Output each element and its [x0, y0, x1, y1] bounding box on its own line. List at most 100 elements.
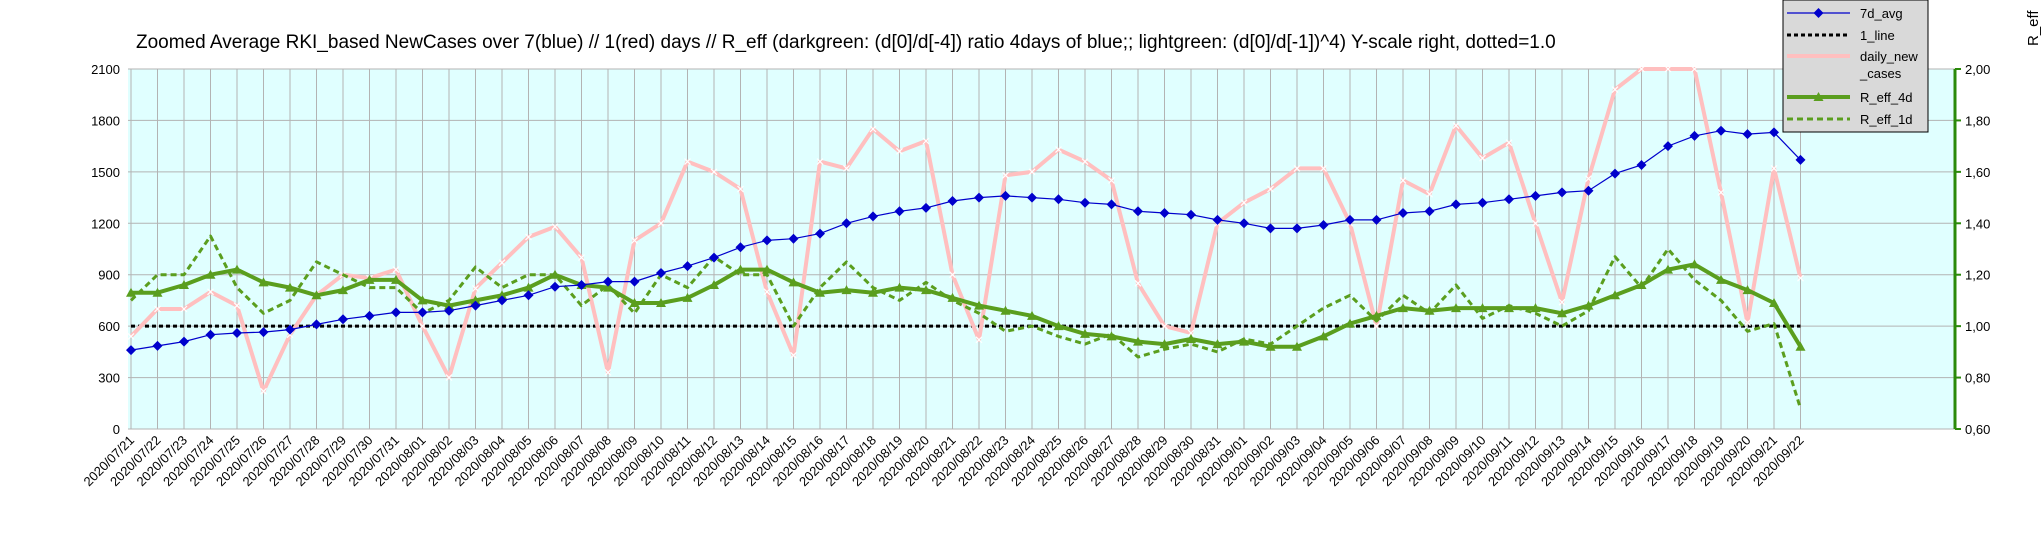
data-point-7d-avg	[1080, 197, 1090, 208]
data-point-daily-new-cases	[525, 233, 532, 241]
data-point-r-eff-4d	[947, 292, 958, 302]
data-point-r-eff-4d	[311, 290, 322, 300]
data-point-daily-new-cases	[1293, 165, 1301, 172]
data-point-7d-avg	[629, 276, 640, 287]
data-point-r-eff-4d	[152, 287, 163, 297]
data-point-r-eff-4d	[1292, 341, 1302, 351]
data-point-7d-avg	[1663, 141, 1673, 152]
data-point-r-eff-4d	[1106, 331, 1117, 341]
data-point-daily-new-cases	[1770, 165, 1778, 172]
data-point-7d-avg	[470, 300, 481, 311]
data-point-7d-avg	[1292, 223, 1302, 234]
y-right-tick-label: 1,40	[1965, 216, 1990, 231]
y-left-tick-label: 2100	[91, 62, 120, 77]
data-point-7d-avg	[338, 314, 348, 325]
data-point-r-eff-4d	[894, 282, 905, 292]
data-point-r-eff-4d	[1053, 321, 1064, 331]
data-point-r-eff-4d	[550, 269, 560, 279]
y-left-tick-label: 900	[98, 268, 120, 283]
data-point-r-eff-4d	[921, 285, 931, 295]
data-point-daily-new-cases	[445, 374, 453, 381]
data-point-daily-new-cases	[154, 305, 161, 313]
data-point-daily-new-cases	[869, 125, 877, 133]
data-point-7d-avg	[391, 307, 401, 318]
data-point-7d-avg	[550, 281, 560, 292]
y-right-tick-label: 2,00	[1965, 62, 1990, 77]
data-point-daily-new-cases	[233, 302, 241, 309]
series-line-r-eff-1d	[129, 234, 1802, 409]
data-point-r-eff-4d	[232, 264, 242, 274]
data-point-7d-avg	[841, 218, 852, 229]
data-point-7d-avg	[1133, 206, 1143, 217]
data-point-r-eff-4d	[1027, 310, 1037, 320]
data-point-7d-avg	[1186, 209, 1196, 220]
data-point-r-eff-4d	[391, 274, 401, 284]
legend-marker-diamond	[1813, 8, 1824, 18]
data-point-r-eff-4d	[709, 280, 719, 289]
data-point-7d-avg	[1795, 154, 1806, 165]
data-point-7d-avg	[1583, 185, 1594, 196]
legend-label: R_eff_4d	[1860, 90, 1913, 105]
legend-label: daily_new	[1860, 49, 1918, 64]
data-point-7d-avg	[258, 327, 269, 338]
data-point-daily-new-cases	[1638, 65, 1645, 73]
data-point-daily-new-cases	[816, 158, 824, 165]
data-point-7d-avg	[1477, 197, 1488, 208]
data-point-7d-avg	[152, 340, 163, 351]
legend-label: 1_line	[1860, 28, 1895, 43]
data-point-7d-avg	[603, 276, 613, 287]
data-point-7d-avg	[1636, 160, 1647, 170]
y-right-tick-label: 0,80	[1965, 371, 1990, 386]
plot-background	[128, 69, 1955, 429]
y-left-tick-label: 1800	[91, 113, 120, 128]
data-point-daily-new-cases	[1373, 322, 1380, 330]
data-point-daily-new-cases	[498, 259, 506, 267]
data-point-r-eff-4d	[735, 264, 746, 274]
data-point-7d-avg	[1159, 208, 1170, 218]
data-point-daily-new-cases	[1797, 274, 1804, 282]
data-point-daily-new-cases	[1081, 158, 1089, 165]
y-right-tick-label: 1,20	[1965, 268, 1990, 283]
y-right-tick-label: 0,60	[1965, 422, 1990, 437]
data-point-r-eff-4d	[126, 287, 136, 297]
y-right-tick-label: 1,00	[1965, 319, 1990, 334]
data-point-daily-new-cases	[1161, 322, 1168, 330]
data-point-daily-new-cases	[1399, 177, 1407, 184]
data-point-r-eff-4d	[1610, 290, 1620, 300]
data-point-daily-new-cases	[737, 185, 744, 193]
legend-box	[1782, 0, 1929, 133]
data-point-daily-new-cases	[1028, 168, 1036, 176]
data-point-7d-avg	[1530, 190, 1541, 201]
data-point-daily-new-cases	[392, 266, 400, 273]
y-left-tick-label: 300	[98, 371, 120, 386]
data-point-7d-avg	[1239, 218, 1249, 229]
data-point-7d-avg	[762, 235, 772, 246]
data-point-r-eff-4d	[788, 277, 799, 287]
data-point-r-eff-4d	[974, 300, 984, 310]
data-point-r-eff-4d	[1133, 336, 1143, 346]
data-point-7d-avg	[1716, 125, 1726, 136]
data-point-r-eff-4d	[1504, 303, 1514, 313]
data-point-daily-new-cases	[949, 271, 956, 279]
series-layer	[126, 65, 1806, 409]
data-point-r-eff-4d	[1318, 331, 1329, 341]
data-point-r-eff-4d	[656, 298, 666, 307]
data-point-daily-new-cases	[1267, 185, 1274, 193]
data-point-daily-new-cases	[710, 168, 718, 176]
data-point-r-eff-4d	[841, 285, 852, 295]
data-point-daily-new-cases	[1691, 65, 1698, 73]
data-point-r-eff-4d	[629, 298, 640, 307]
data-point-daily-new-cases	[1187, 329, 1195, 337]
data-point-daily-new-cases	[843, 165, 850, 172]
data-point-daily-new-cases	[684, 158, 691, 165]
data-point-r-eff-4d	[1583, 300, 1594, 310]
data-point-daily-new-cases	[1585, 175, 1592, 183]
data-point-7d-avg	[656, 268, 666, 278]
legend-marker-triangle	[1813, 92, 1824, 101]
data-point-7d-avg	[1000, 190, 1011, 201]
data-point-daily-new-cases	[604, 369, 612, 376]
data-point-daily-new-cases	[286, 331, 294, 339]
data-point-r-eff-4d	[1451, 303, 1461, 313]
data-point-daily-new-cases	[419, 322, 426, 330]
data-point-r-eff-4d	[603, 282, 613, 292]
